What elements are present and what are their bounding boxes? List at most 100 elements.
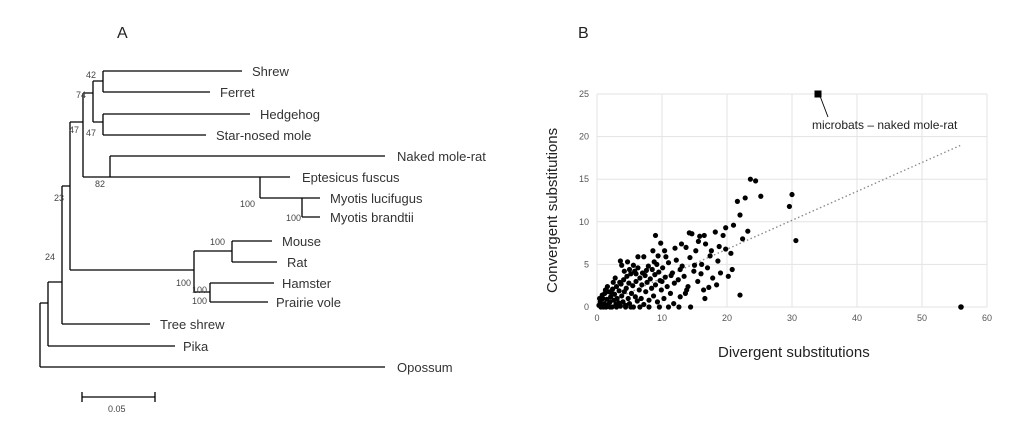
bootstrap-values: 42 74 47 47 82 100 100 100 100 100 100 2… — [45, 70, 301, 306]
data-point — [635, 254, 641, 260]
panel-a: A Shrew Ferret Hedgehog Star-nosed mole … — [39, 25, 486, 414]
data-point — [614, 295, 620, 302]
data-point — [634, 298, 640, 304]
taxon-label: Myotis brandtii — [330, 210, 414, 225]
bootstrap-value: 47 — [69, 125, 79, 135]
data-point — [710, 275, 716, 281]
y-tick-label: 20 — [579, 132, 589, 142]
taxon-label: Mouse — [282, 234, 321, 249]
data-point — [655, 253, 661, 259]
data-point — [647, 276, 653, 282]
data-point — [630, 283, 636, 289]
data-point — [716, 243, 722, 250]
panel-b: B 0 10 20 30 40 50 60 0 5 10 15 20 25 microbats – n… — [544, 25, 992, 361]
data-point — [630, 262, 637, 268]
data-point — [597, 295, 603, 302]
bootstrap-value: 100 — [192, 285, 207, 295]
bootstrap-value: 100 — [286, 213, 301, 223]
data-point — [737, 212, 743, 218]
x-tick-labels: 0 10 20 30 40 50 60 — [594, 313, 992, 323]
data-point — [673, 257, 679, 263]
bootstrap-value: 100 — [240, 199, 255, 209]
data-point — [712, 229, 718, 235]
data-point — [660, 265, 666, 271]
bootstrap-value: 42 — [86, 70, 96, 80]
data-point — [734, 198, 741, 204]
data-point — [613, 304, 620, 310]
taxon-label: Prairie vole — [276, 295, 341, 310]
y-tick-label: 0 — [584, 302, 589, 312]
data-point — [619, 262, 625, 268]
data-point — [610, 279, 616, 285]
highlight-marker — [814, 90, 822, 98]
scale-bar: 0.05 — [81, 392, 156, 414]
y-tick-label: 15 — [579, 174, 589, 184]
taxon-label: Hedgehog — [260, 107, 320, 122]
data-point — [632, 294, 638, 300]
data-point — [697, 233, 703, 239]
data-point — [687, 254, 693, 261]
data-point — [665, 260, 672, 266]
data-point — [626, 280, 632, 286]
data-point — [688, 304, 694, 310]
data-point — [637, 275, 643, 281]
data-point — [681, 273, 687, 279]
data-point — [708, 248, 715, 254]
x-tick-label: 40 — [852, 313, 862, 323]
taxon-labels: Shrew Ferret Hedgehog Star-nosed mole Na… — [160, 64, 486, 375]
data-point — [671, 280, 677, 286]
data-point — [652, 282, 659, 288]
data-point — [643, 289, 649, 295]
data-point — [621, 268, 627, 274]
data-point — [667, 290, 674, 296]
taxon-label: Naked mole-rat — [397, 149, 486, 164]
bootstrap-value: 100 — [192, 296, 207, 306]
y-tick-labels: 0 5 10 15 20 25 — [579, 89, 589, 312]
data-point — [617, 303, 624, 309]
data-point — [641, 301, 647, 308]
data-point — [654, 299, 661, 305]
data-point — [686, 230, 692, 236]
data-point — [742, 195, 748, 201]
y-tick-label: 10 — [579, 217, 589, 227]
taxon-label: Pika — [183, 339, 209, 354]
data-point — [701, 232, 707, 239]
data-point — [672, 245, 678, 251]
data-point — [729, 266, 735, 273]
data-point — [665, 304, 672, 310]
data-point — [607, 304, 613, 310]
data-point — [626, 266, 633, 273]
data-point — [745, 228, 751, 234]
data-point — [730, 222, 737, 228]
data-point — [714, 282, 720, 288]
x-tick-label: 0 — [594, 313, 599, 323]
tree-branches — [39, 70, 385, 368]
data-point — [652, 232, 659, 239]
y-tick-label: 5 — [584, 259, 589, 269]
panel-a-label: A — [117, 25, 128, 42]
data-point — [641, 254, 647, 260]
data-point — [706, 284, 712, 291]
data-point — [786, 203, 793, 210]
data-point — [636, 287, 642, 293]
data-point — [663, 254, 669, 260]
data-point — [698, 271, 704, 277]
data-point — [617, 279, 623, 285]
data-point — [677, 294, 683, 300]
data-point — [668, 272, 674, 279]
data-point — [662, 274, 668, 280]
x-tick-label: 20 — [722, 313, 732, 323]
data-point — [664, 283, 670, 290]
y-tick-label: 25 — [579, 89, 589, 99]
data-point — [651, 259, 657, 265]
data-point — [650, 293, 657, 299]
taxon-label: Rat — [287, 255, 308, 270]
data-point — [677, 266, 683, 273]
data-point — [678, 241, 685, 247]
data-point — [637, 304, 643, 310]
taxon-label: Ferret — [220, 85, 255, 100]
data-point — [613, 283, 620, 290]
data-point — [683, 244, 689, 250]
x-tick-label: 30 — [787, 313, 797, 323]
bootstrap-value: 100 — [210, 237, 225, 247]
